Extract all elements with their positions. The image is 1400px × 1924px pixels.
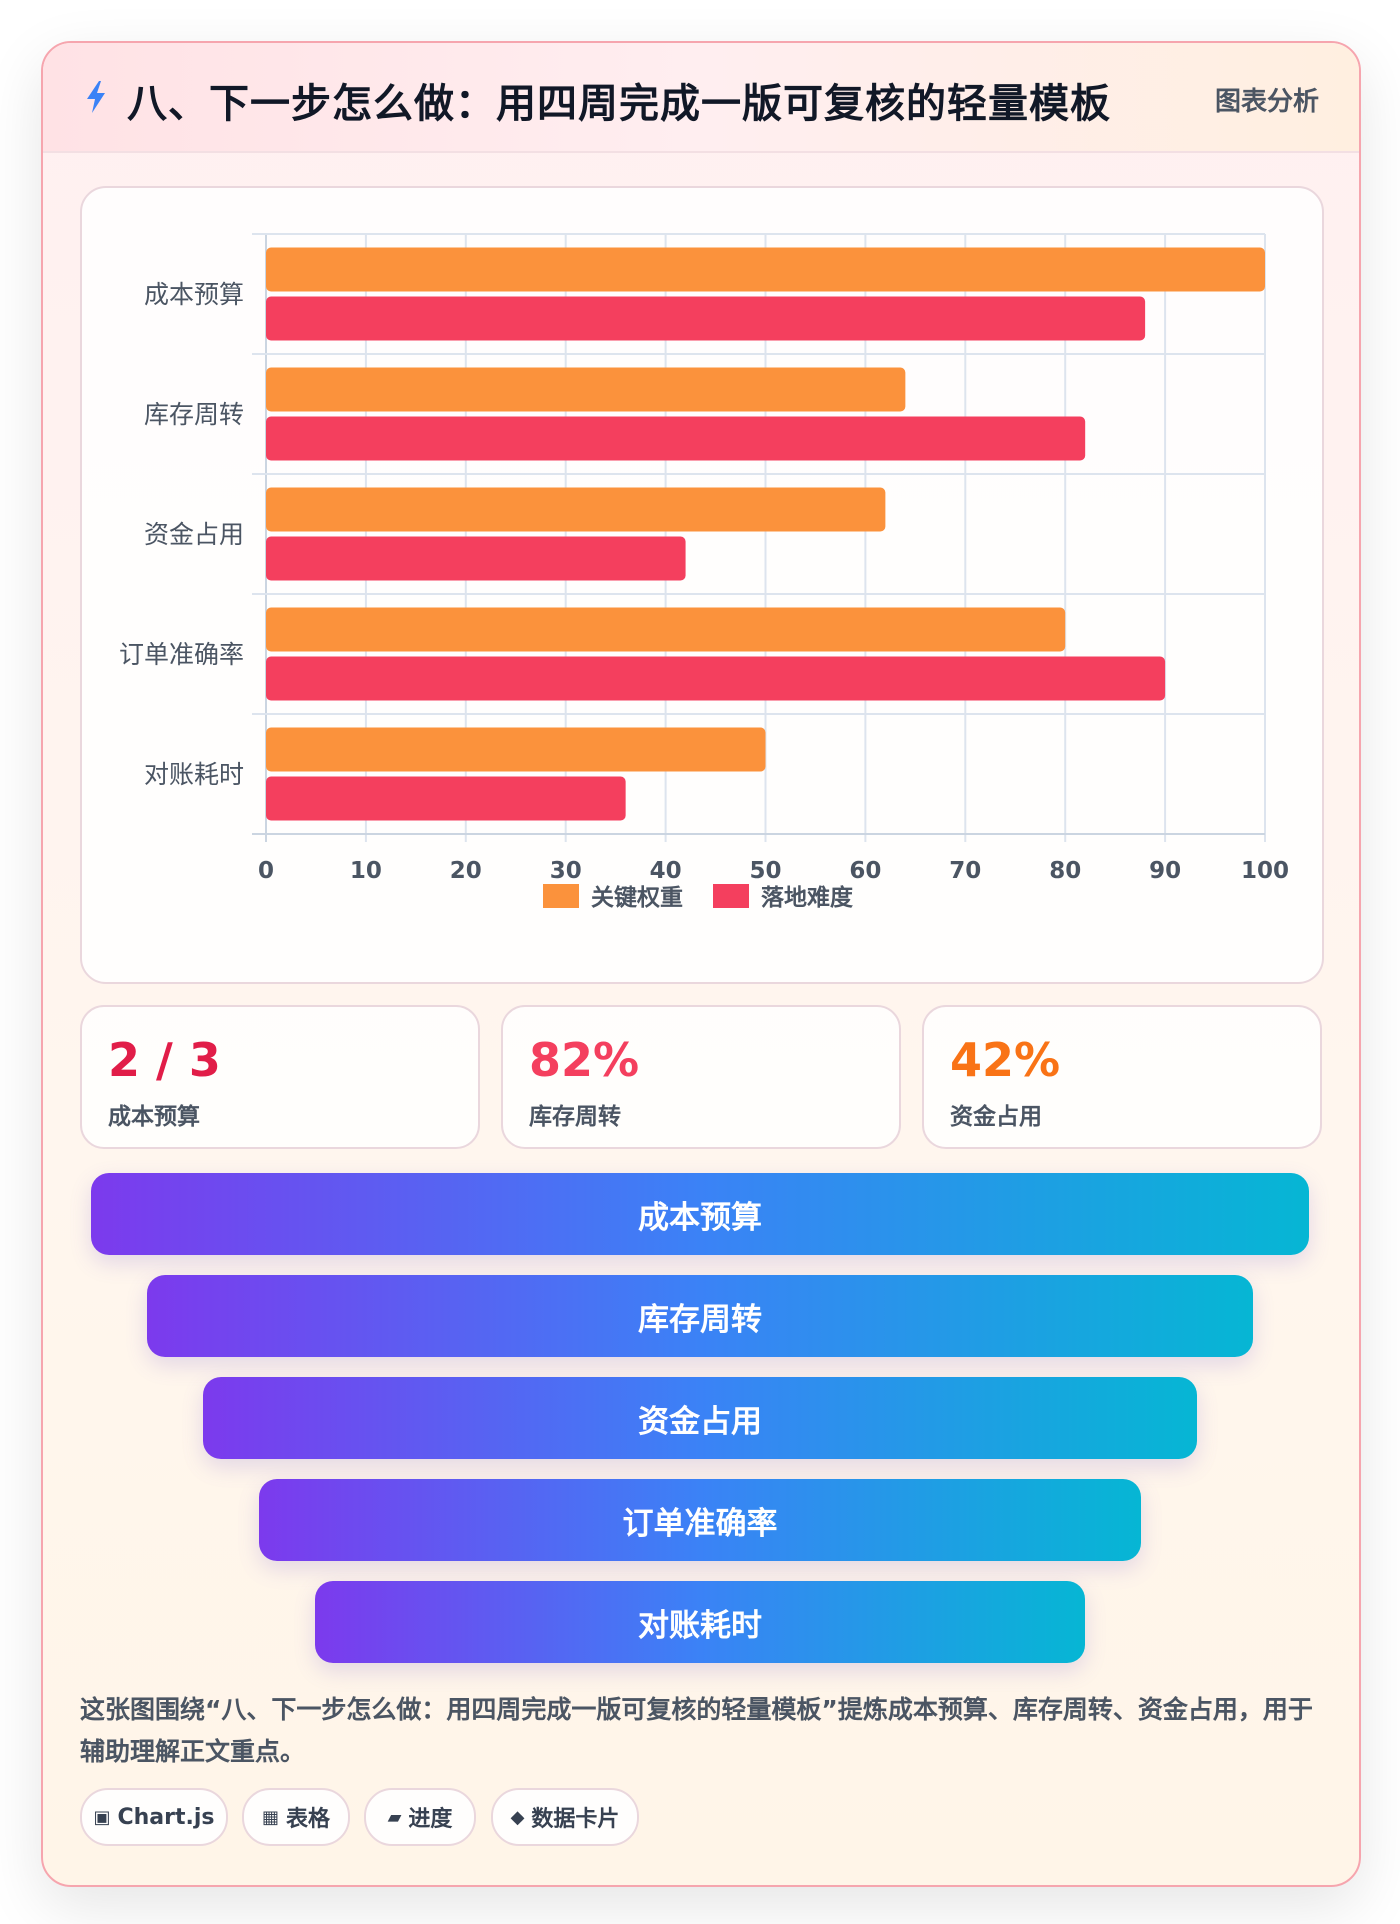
bar — [266, 656, 1166, 701]
lightning-icon — [87, 81, 105, 113]
bar — [266, 727, 766, 772]
y-tick-label: 资金占用 — [144, 520, 244, 549]
funnel-step-5: 对账耗时 — [315, 1581, 1085, 1663]
bar — [266, 296, 1146, 341]
bar — [266, 367, 906, 412]
x-tick-label: 10 — [350, 858, 382, 884]
chip-label: 表格 — [286, 1807, 331, 1832]
bar — [266, 607, 1066, 652]
bar — [266, 536, 686, 581]
y-tick-label: 库存周转 — [144, 400, 244, 429]
legend-label: 关键权重 — [591, 884, 683, 911]
stat-label: 库存周转 — [529, 1104, 621, 1130]
chip-data-card[interactable]: ◆ 数据卡片 — [491, 1788, 639, 1846]
x-tick-label: 90 — [1149, 858, 1181, 884]
stat-card-1: 2 / 3 成本预算 — [80, 1005, 480, 1149]
x-tick-label: 50 — [749, 858, 781, 884]
bar — [266, 247, 1265, 292]
legend-swatch — [543, 884, 579, 908]
page-title: 八、下一步怎么做：用四周完成一版可复核的轻量模板 — [127, 81, 1111, 127]
x-tick-label: 70 — [949, 858, 981, 884]
stat-card-3: 42% 资金占用 — [922, 1005, 1322, 1149]
chip-label: 进度 — [408, 1807, 453, 1832]
chart-description: 这张图围绕“八、下一步怎么做：用四周完成一版可复核的轻量模板”提炼成本预算、库存… — [80, 1695, 1313, 1766]
legend-swatch — [713, 884, 749, 908]
bar — [266, 487, 886, 532]
funnel-step-4: 订单准确率 — [259, 1479, 1141, 1561]
x-tick-label: 30 — [550, 858, 582, 884]
x-tick-label: 60 — [849, 858, 881, 884]
y-tick-label: 成本预算 — [144, 280, 244, 309]
x-tick-label: 80 — [1049, 858, 1081, 884]
chip-table[interactable]: ▦ 表格 — [242, 1788, 350, 1846]
y-tick-label: 订单准确率 — [119, 640, 244, 669]
stat-card-2: 82% 库存周转 — [501, 1005, 901, 1149]
funnel-step-2: 库存周转 — [147, 1275, 1253, 1357]
table-icon: ▦ — [261, 1806, 279, 1828]
stat-label: 资金占用 — [950, 1104, 1042, 1130]
stat-value: 82% — [529, 1033, 640, 1087]
chip-progress[interactable]: ▰ 进度 — [364, 1788, 476, 1846]
y-tick-label: 对账耗时 — [144, 760, 244, 789]
x-tick-label: 0 — [258, 858, 274, 884]
chip-label: Chart.js — [117, 1804, 215, 1830]
progress-icon: ▰ — [387, 1806, 402, 1828]
legend-label: 落地难度 — [761, 884, 854, 911]
funnel-step-3: 资金占用 — [203, 1377, 1197, 1459]
stat-value: 42% — [950, 1033, 1061, 1087]
chart-analysis-tag: 图表分析 — [1214, 87, 1319, 117]
stat-value: 2 / 3 — [108, 1033, 221, 1087]
bar — [266, 416, 1086, 461]
chart-icon: ▣ — [93, 1806, 111, 1828]
chart-panel: 0 10 20 30 40 50 60 70 80 90 100 成本预算库存周转资金占用订单准确率对… — [80, 186, 1324, 984]
funnel-step-1: 成本预算 — [91, 1173, 1309, 1255]
bar — [266, 776, 626, 821]
chart-card: 八、下一步怎么做：用四周完成一版可复核的轻量模板 图表分析 0 10 20 30 40 5… — [41, 41, 1361, 1887]
chip-chartjs[interactable]: ▣ Chart.js — [80, 1788, 228, 1846]
card-header: 八、下一步怎么做：用四周完成一版可复核的轻量模板 图表分析 — [43, 43, 1359, 153]
chip-label: 数据卡片 — [531, 1807, 620, 1832]
stat-label: 成本预算 — [108, 1104, 200, 1130]
x-tick-label: 100 — [1241, 858, 1289, 884]
bar-chart: 0 10 20 30 40 50 60 70 80 90 100 成本预算库存周转资金占用订单准确率对… — [119, 233, 1289, 911]
x-tick-label: 40 — [650, 858, 682, 884]
diamond-icon: ◆ — [510, 1806, 525, 1828]
x-tick-label: 20 — [450, 858, 482, 884]
